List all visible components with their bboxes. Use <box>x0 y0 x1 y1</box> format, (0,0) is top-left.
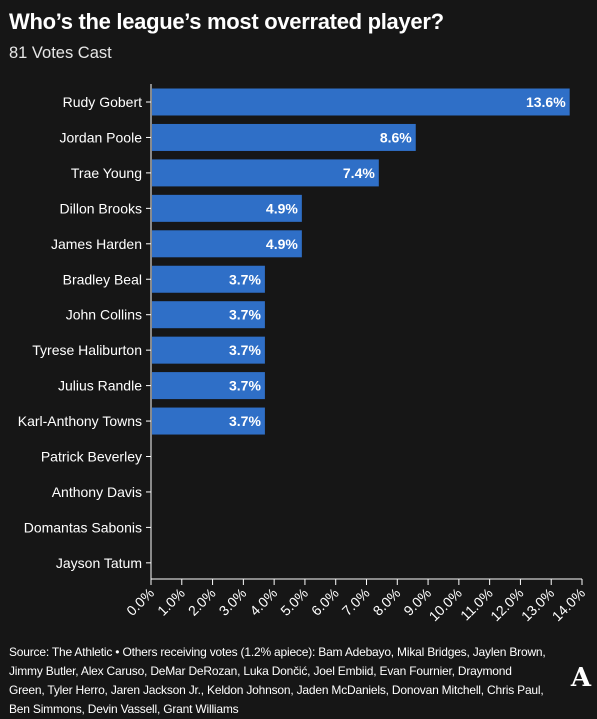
category-label: Patrick Beverley <box>41 449 142 465</box>
bar <box>152 407 265 435</box>
x-tick-label: 4.0% <box>246 585 280 619</box>
bar-value-label: 4.9% <box>266 236 298 252</box>
bar <box>152 123 416 151</box>
athletic-logo: A <box>570 663 591 693</box>
bar <box>152 336 265 364</box>
category-label: Trae Young <box>71 165 142 181</box>
category-label: Tyrese Haliburton <box>32 342 142 358</box>
bar-value-label: 8.6% <box>380 129 412 145</box>
category-label: Jayson Tatum <box>56 555 142 571</box>
x-tick-label: 7.0% <box>339 585 373 619</box>
x-tick-label: 0.0% <box>123 585 157 619</box>
category-label: Dillon Brooks <box>60 200 142 216</box>
x-tick-label: 10.0% <box>426 585 465 624</box>
bar-value-label: 3.7% <box>229 271 261 287</box>
x-tick-label: 6.0% <box>308 585 342 619</box>
x-tick-label: 12.0% <box>487 585 526 624</box>
x-tick-label: 1.0% <box>154 585 188 619</box>
bar-value-label: 13.6% <box>526 94 566 110</box>
x-tick-label: 8.0% <box>370 585 404 619</box>
bar-value-label: 7.4% <box>343 165 375 181</box>
bar <box>152 159 379 187</box>
source-footnote: Source: The Athletic • Others receiving … <box>9 645 546 716</box>
bar-value-label: 3.7% <box>229 413 261 429</box>
chart-title: Who’s the league’s most overrated player… <box>9 9 444 34</box>
bar-value-label: 4.9% <box>266 200 298 216</box>
bar-value-label: 3.7% <box>229 307 261 323</box>
bar-chart: Rudy Gobert 13.6% Jordan Poole 8.6% Trae You… <box>18 84 588 624</box>
category-label: Bradley Beal <box>63 271 142 287</box>
bar <box>152 372 265 400</box>
category-label: Anthony Davis <box>52 484 142 500</box>
x-tick-label: 5.0% <box>277 585 311 619</box>
chart-subtitle: 81 Votes Cast <box>9 44 112 62</box>
x-tick-label: 3.0% <box>216 585 250 619</box>
category-label: John Collins <box>66 307 142 323</box>
category-label: Rudy Gobert <box>63 94 142 110</box>
bar <box>152 88 570 116</box>
x-tick-label: 2.0% <box>185 585 219 619</box>
x-tick-label: 11.0% <box>457 585 496 624</box>
category-label: Karl-Anthony Towns <box>18 413 142 429</box>
category-label: Julius Randle <box>58 378 142 394</box>
x-tick-label: 14.0% <box>549 585 588 624</box>
bar-value-label: 3.7% <box>229 378 261 394</box>
bar <box>152 230 302 258</box>
bar <box>152 265 265 293</box>
bar <box>152 301 265 329</box>
category-label: Domantas Sabonis <box>24 519 142 535</box>
category-label: Jordan Poole <box>59 129 142 145</box>
x-tick-label: 13.0% <box>518 585 557 624</box>
category-label: James Harden <box>51 236 142 252</box>
bar <box>152 194 302 222</box>
bar-value-label: 3.7% <box>229 342 261 358</box>
